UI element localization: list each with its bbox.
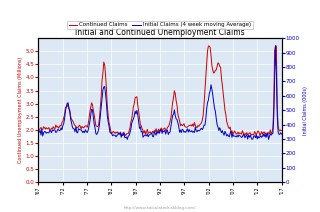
Continued Claims: [265, 136, 269, 138]
Line: Continued Claims: Continued Claims: [38, 46, 282, 137]
Initial Claims (4 week moving Average): [240, 136, 244, 139]
Initial Claims (4 week moving Average): [74, 126, 78, 128]
Continued Claims: [240, 133, 244, 135]
Continued Claims: [187, 125, 190, 127]
Continued Claims: [36, 128, 40, 131]
Continued Claims: [280, 129, 284, 132]
Line: Initial Claims (4 week moving Average): Initial Claims (4 week moving Average): [38, 46, 282, 139]
Initial Claims (4 week moving Average): [36, 132, 40, 134]
Title: Initial and Continued Unemployment Claims: Initial and Continued Unemployment Claim…: [75, 28, 245, 37]
Initial Claims (4 week moving Average): [187, 128, 191, 131]
Y-axis label: Initial Claims (000s): Initial Claims (000s): [302, 86, 308, 135]
Initial Claims (4 week moving Average): [176, 121, 180, 124]
Continued Claims: [153, 131, 157, 133]
Continued Claims: [175, 104, 179, 106]
Continued Claims: [206, 45, 210, 47]
Initial Claims (4 week moving Average): [274, 45, 277, 47]
Continued Claims: [74, 125, 78, 128]
Text: http://www.calculatedriskblog.com/: http://www.calculatedriskblog.com/: [124, 206, 196, 210]
Legend: Continued Claims, Initial Claims (4 week moving Average): Continued Claims, Initial Claims (4 week…: [67, 21, 253, 29]
Y-axis label: Continued Unemployment Claims (Millions): Continued Unemployment Claims (Millions): [18, 57, 23, 163]
Initial Claims (4 week moving Average): [154, 134, 158, 137]
Initial Claims (4 week moving Average): [280, 133, 284, 135]
Continued Claims: [238, 132, 242, 134]
Initial Claims (4 week moving Average): [238, 135, 242, 137]
Initial Claims (4 week moving Average): [125, 138, 129, 141]
